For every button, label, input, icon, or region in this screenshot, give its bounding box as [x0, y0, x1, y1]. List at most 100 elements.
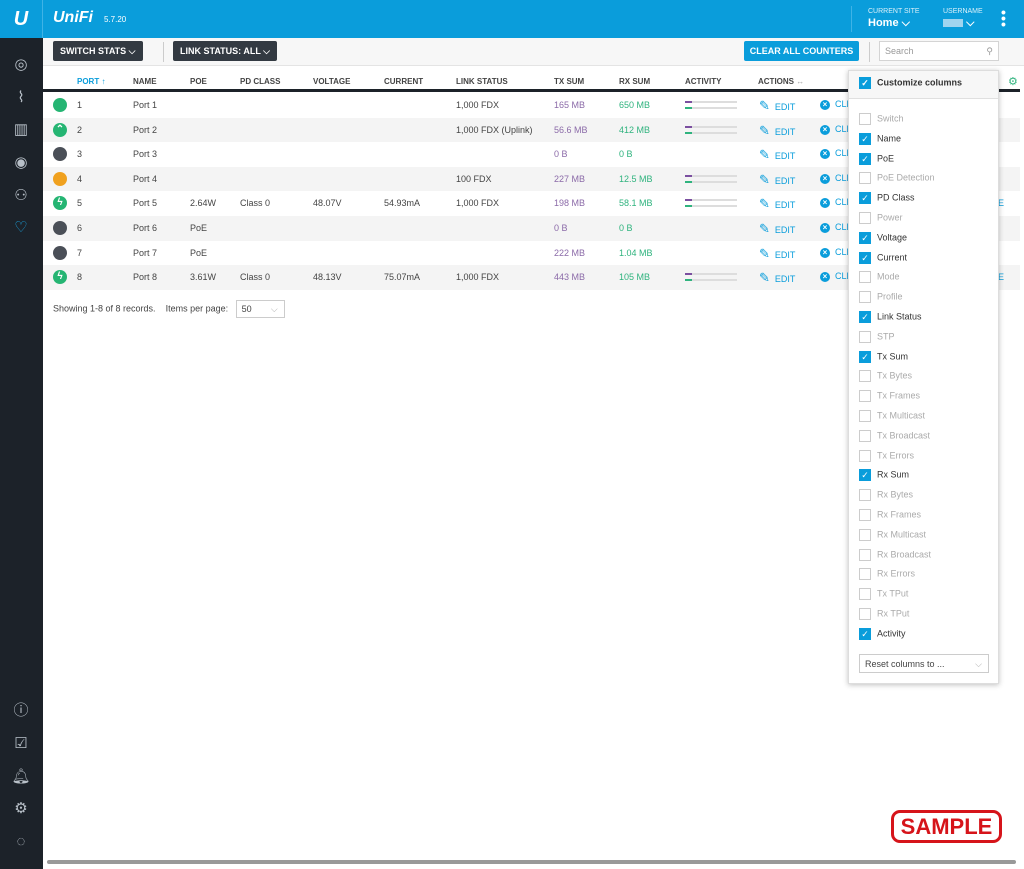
table-row[interactable]: ϟ 5 Port 5 2.64W Class 0 48.07V 54.93mA … [43, 191, 1020, 216]
column-option[interactable]: ✓ Name [859, 132, 901, 145]
column-option[interactable]: Rx Bytes [859, 489, 913, 502]
column-option[interactable]: Rx Multicast [859, 528, 926, 541]
checkbox-icon[interactable] [859, 271, 871, 284]
column-option[interactable]: ✓ PoE [859, 152, 894, 165]
checkbox-icon[interactable] [859, 212, 871, 224]
checkbox-icon[interactable] [859, 330, 871, 343]
edit-button[interactable]: ✎ EDIT [759, 245, 796, 261]
col-activity[interactable]: ACTIVITY [685, 77, 722, 86]
power-cycle-link[interactable]: E [998, 272, 1005, 283]
checkbox-icon[interactable]: ✓ [859, 152, 871, 165]
column-option[interactable]: ✓ Current [859, 251, 907, 264]
col-voltage[interactable]: VOLTAGE [313, 77, 351, 86]
checkbox-icon[interactable] [859, 489, 871, 502]
column-option[interactable]: Profile [859, 291, 903, 304]
column-option[interactable]: Tx Multicast [859, 410, 925, 422]
ubiquiti-logo[interactable]: U [0, 0, 43, 38]
power-cycle-link[interactable]: E [998, 198, 1005, 209]
clear-button[interactable]: × CLE [820, 148, 853, 160]
clear-button[interactable]: × CLE [820, 99, 853, 110]
edit-button[interactable]: ✎ EDIT [759, 171, 796, 187]
checkbox-icon[interactable] [859, 429, 871, 442]
checkbox-icon[interactable] [859, 568, 871, 581]
col-poe[interactable]: POE [190, 77, 207, 86]
checkbox-icon[interactable] [859, 449, 871, 462]
column-option[interactable]: Rx TPut [859, 608, 909, 620]
checkbox-icon[interactable] [859, 390, 871, 403]
checkbox-icon[interactable] [859, 291, 871, 304]
clients-icon[interactable]: ⚇ [14, 187, 28, 204]
col-current[interactable]: CURRENT [384, 77, 424, 86]
info-icon[interactable]: ⓘ [13, 702, 29, 719]
checkbox-icon[interactable]: ✓ [859, 231, 871, 244]
column-option[interactable]: ✓ Link Status [859, 311, 922, 323]
checkbox-icon[interactable] [859, 509, 871, 521]
column-option[interactable]: Tx Frames [859, 390, 920, 403]
insights-icon[interactable]: ♡ [14, 219, 28, 236]
switch-stats-dropdown[interactable]: SWITCH STATS ⌵ [53, 41, 143, 61]
chat-icon[interactable]: ◌ [16, 833, 26, 850]
table-row[interactable]: 1 Port 1 1,000 FDX 165 MB 650 MB ✎ EDIT ×… [43, 93, 1020, 118]
table-row[interactable]: 3 Port 3 0 B 0 B ✎ EDIT × CLE [43, 142, 1020, 167]
devices-icon[interactable]: ◉ [14, 154, 28, 171]
checkbox-icon[interactable]: ✓ [859, 311, 871, 323]
settings-icon[interactable]: ⚙ [14, 800, 28, 817]
checkbox-icon[interactable]: ✓ [859, 77, 871, 89]
checkbox-icon[interactable] [859, 370, 871, 383]
column-option[interactable]: Rx Errors [859, 568, 915, 581]
column-option[interactable]: Tx Broadcast [859, 429, 930, 442]
col-name[interactable]: NAME [133, 77, 157, 86]
edit-button[interactable]: ✎ EDIT [759, 270, 796, 286]
checkbox-icon[interactable] [859, 528, 871, 541]
column-option[interactable]: Switch [859, 113, 904, 125]
column-option[interactable]: Rx Frames [859, 509, 921, 521]
column-option[interactable]: PoE Detection [859, 172, 935, 185]
edit-button[interactable]: ✎ EDIT [759, 221, 796, 236]
clear-button[interactable]: × CLE [820, 222, 853, 233]
col-port[interactable]: PORT ↑ [77, 77, 106, 86]
clear-button[interactable]: × CLE [820, 247, 853, 258]
checkbox-icon[interactable] [859, 608, 871, 620]
column-option[interactable]: ✓ PD Class [859, 192, 915, 205]
clear-button[interactable]: × CLE [820, 173, 853, 184]
col-tx-sum[interactable]: TX SUM [554, 77, 585, 86]
more-menu-icon[interactable]: • • • [1001, 4, 1006, 32]
checkbox-icon[interactable]: ✓ [859, 251, 871, 264]
column-option[interactable]: ✓ Tx Sum [859, 350, 908, 363]
column-option[interactable]: Tx TPut [859, 588, 908, 601]
tasks-icon[interactable]: ☑ [14, 735, 28, 752]
column-option[interactable]: ✓ Voltage [859, 231, 907, 244]
checkbox-icon[interactable]: ✓ [859, 350, 871, 363]
table-row[interactable]: 7 Port 7 PoE 222 MB 1.04 MB ✎ EDIT × CLE [43, 241, 1020, 266]
checkbox-icon[interactable] [859, 548, 871, 561]
column-option[interactable]: STP [859, 330, 895, 343]
column-option[interactable]: Mode [859, 271, 900, 284]
horizontal-scrollbar[interactable] [47, 860, 1016, 864]
column-option[interactable]: Rx Broadcast [859, 548, 931, 561]
col-pd-class[interactable]: PD CLASS [240, 77, 281, 86]
column-option[interactable]: ✓ Rx Sum [859, 469, 909, 482]
link-status-dropdown[interactable]: LINK STATUS: ALL ⌵ [173, 41, 277, 61]
dashboard-icon[interactable]: ◎ [14, 56, 28, 73]
checkbox-icon[interactable]: ✓ [859, 469, 871, 482]
site-selector[interactable]: CURRENT SITE Home ⌵ [868, 8, 920, 30]
map-icon[interactable]: ▥ [13, 121, 29, 138]
clear-button[interactable]: × CLE [820, 271, 853, 283]
checkbox-icon[interactable]: ✓ [859, 192, 871, 205]
col-rx-sum[interactable]: RX SUM [619, 77, 651, 86]
column-option[interactable]: Power [859, 212, 903, 224]
edit-button[interactable]: ✎ EDIT [759, 122, 796, 138]
edit-button[interactable]: ✎ EDIT [759, 196, 796, 212]
reset-columns-select[interactable]: Reset columns to ... ⌵ [859, 654, 989, 673]
column-settings-icon[interactable]: ⚙ [1008, 76, 1018, 88]
checkbox-icon[interactable] [859, 588, 871, 601]
col-link-status[interactable]: LINK STATUS [456, 77, 508, 86]
checkbox-icon[interactable] [859, 410, 871, 422]
checkbox-icon[interactable]: ✓ [859, 132, 871, 145]
checkbox-icon[interactable] [859, 113, 871, 125]
checkbox-icon[interactable] [859, 172, 871, 185]
column-option[interactable]: Tx Errors [859, 449, 914, 462]
column-option[interactable]: Tx Bytes [859, 370, 912, 383]
alerts-icon[interactable]: 🔔︎ [11, 768, 31, 785]
edit-button[interactable]: ✎ EDIT [759, 98, 796, 113]
